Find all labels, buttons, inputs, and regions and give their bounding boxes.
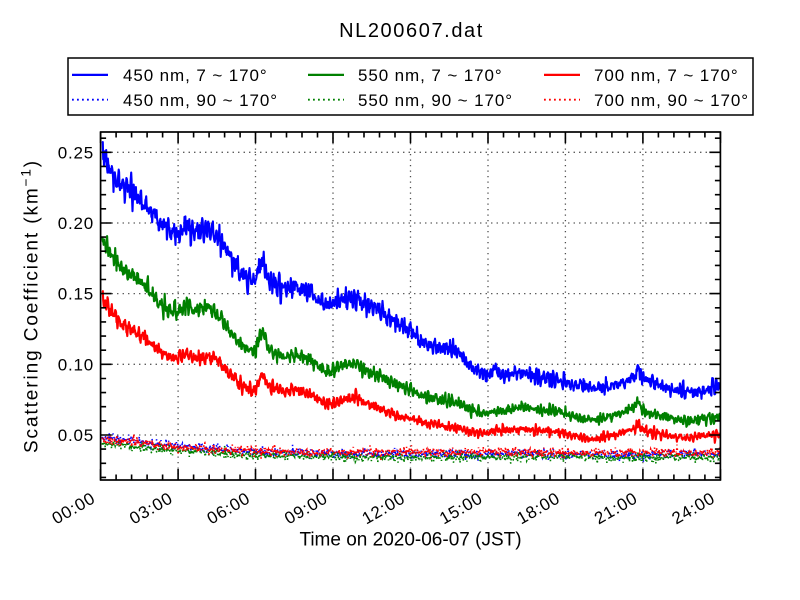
svg-text:0.25: 0.25 (58, 143, 94, 162)
svg-text:700 nm, 7 ~ 170°: 700 nm, 7 ~ 170° (594, 66, 739, 85)
svg-text:0.20: 0.20 (58, 214, 94, 233)
svg-text:550 nm, 7 ~ 170°: 550 nm, 7 ~ 170° (358, 66, 503, 85)
svg-text:NL200607.dat: NL200607.dat (339, 20, 484, 42)
svg-text:450 nm, 7 ~ 170°: 450 nm, 7 ~ 170° (123, 66, 268, 85)
svg-text:Time on 2020-06-07 (JST): Time on 2020-06-07 (JST) (299, 530, 521, 551)
svg-text:700 nm, 90 ~ 170°: 700 nm, 90 ~ 170° (594, 91, 749, 110)
svg-text:0.10: 0.10 (58, 355, 94, 374)
svg-text:0.05: 0.05 (58, 426, 94, 445)
svg-text:Scattering Coefficient (km−1): Scattering Coefficient (km−1) (19, 159, 43, 453)
svg-text:450 nm, 90 ~ 170°: 450 nm, 90 ~ 170° (123, 91, 278, 110)
svg-text:0.15: 0.15 (58, 285, 94, 304)
svg-text:550 nm, 90 ~ 170°: 550 nm, 90 ~ 170° (358, 91, 513, 110)
